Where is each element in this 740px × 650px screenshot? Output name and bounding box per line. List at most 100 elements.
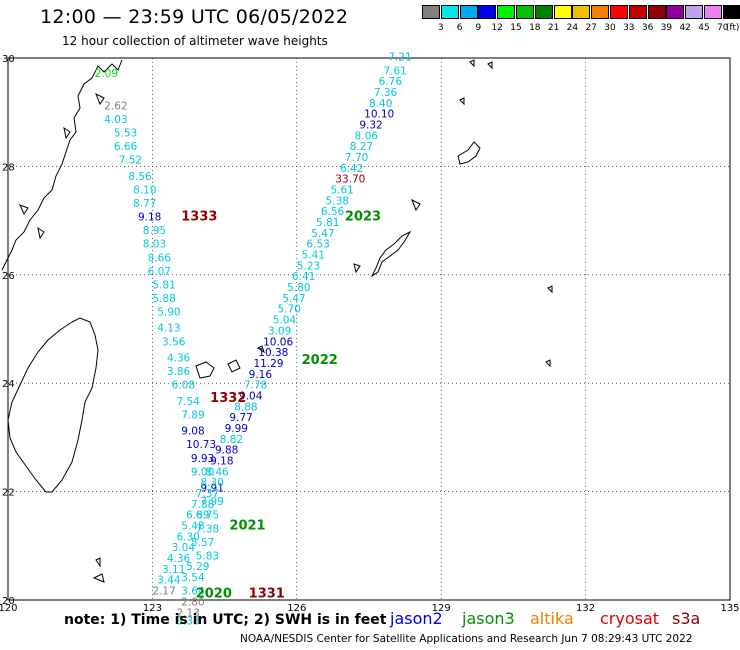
map-border — [7, 57, 731, 601]
legend-swatch — [666, 5, 685, 19]
swh-value-jason3: 5.47 — [311, 228, 334, 240]
legend-tick-label: 6 — [456, 23, 463, 33]
legend-tick-label: 9 — [475, 23, 482, 33]
islet-b — [469, 59, 475, 68]
swh-value-jason3: 10.06 — [263, 336, 293, 348]
map-subtitle: 12 hour collection of altimeter wave hei… — [62, 34, 328, 48]
footer-credit: NOAA/NESDIS Center for Satellite Applica… — [240, 633, 693, 645]
legend-swatch — [459, 5, 478, 19]
swh-value-jason3: 7.37 — [196, 488, 219, 500]
swh-value-jason3: 8.82 — [220, 434, 243, 446]
swh-value-s3a: 5.57 — [191, 537, 214, 549]
legend-swatch — [534, 5, 553, 19]
swh-value-jason3: 10.38 — [258, 347, 288, 359]
swh-value-jason3: 33.70 — [335, 174, 365, 186]
legend-swatch — [440, 5, 459, 19]
swh-value-jason3: 5.04 — [273, 315, 297, 327]
legend-tick-label: 36 — [641, 23, 654, 33]
swh-value-jason3: 9.32 — [359, 119, 382, 131]
swh-value-jason3: 9.18 — [210, 456, 233, 468]
swh-value-jason3: 3.04 — [172, 542, 196, 554]
pass-time-label: 1332 — [210, 391, 246, 406]
swh-value-jason3: 5.81 — [316, 217, 339, 229]
swh-value-jason3: 5.80 — [287, 282, 310, 294]
swh-value-s3a: 2.80 — [181, 596, 204, 608]
china-island-4 — [95, 92, 105, 106]
swh-value-jason3: 6.53 — [306, 239, 329, 251]
swh-value-jason3: 11.29 — [253, 358, 283, 370]
swh-value-s3a: 3.64 — [181, 586, 205, 598]
swh-value-jason3: 8.27 — [350, 141, 373, 153]
swh-value-jason3: 8.30 — [201, 477, 224, 489]
swh-value-jason3: 7.36 — [374, 87, 398, 99]
swh-value-s3a: 9.00 — [191, 466, 214, 478]
swh-value-jason3: 7.78 — [244, 380, 267, 392]
swh-value-s3a: 9.18 — [138, 212, 161, 224]
swh-value-s3a: 6.66 — [114, 141, 138, 153]
longitude-tick-label: 120 — [0, 603, 18, 614]
swh-value-jason3: 9.16 — [249, 369, 273, 381]
china-island-2 — [37, 226, 45, 240]
pass-time-label: 2023 — [345, 210, 381, 225]
swh-value-s3a: 7.54 — [176, 396, 200, 408]
longitude-tick-label: 135 — [720, 603, 739, 614]
legend-tick-label: 24 — [566, 23, 579, 33]
swh-value-jason3: 6.76 — [379, 76, 403, 88]
legend-swatch — [610, 5, 628, 19]
legend-swatch — [591, 5, 610, 19]
legend-tick-label: 3 — [437, 23, 444, 33]
legend-swatch — [704, 5, 722, 19]
latitude-tick-label: 30 — [2, 54, 15, 65]
legend-swatch — [572, 5, 591, 19]
swh-value-jason3: 9.77 — [229, 412, 252, 424]
swh-value-s3a: 8.77 — [133, 198, 156, 210]
swh-value-s3a: 5.29 — [186, 561, 209, 573]
swh-value-s3a: 6.75 — [196, 510, 219, 522]
coastlines — [1, 59, 553, 583]
legend-swatch — [685, 5, 704, 19]
swh-value-s3a: 4.03 — [104, 114, 127, 126]
okinawa-coastline — [370, 230, 412, 278]
swh-value-jason3: 6.30 — [176, 531, 199, 543]
tanegashima — [457, 141, 481, 165]
latitude-tick-label: 20 — [2, 596, 15, 607]
pass-time-label: 1331 — [249, 586, 285, 601]
legend-tick-label: 27 — [585, 23, 597, 33]
longitude-tick-label: 123 — [143, 603, 162, 614]
map-frame — [7, 57, 731, 601]
swh-value-s3a: 7.38 — [196, 523, 219, 535]
china-island-3 — [63, 126, 71, 140]
swh-value-s3a: 8.56 — [128, 171, 152, 183]
swh-value-s3a: 9.93 — [191, 453, 214, 465]
china-island-1 — [19, 204, 29, 216]
islet-a — [257, 345, 265, 354]
legend-tick-label: 18 — [529, 23, 541, 33]
islet-g — [547, 285, 553, 294]
swh-value-jason3: 5.47 — [282, 293, 305, 305]
swh-value-s3a: 5.53 — [114, 128, 137, 140]
satellite-legend-jason3: jason3 — [462, 609, 515, 628]
swh-value-jason3: 2.17 — [152, 586, 175, 598]
swh-value-jason3: 9.04 — [239, 390, 263, 402]
footer-note: note: 1) Time is in UTC; 2) SWH is in fe… — [64, 612, 387, 628]
swh-value-jason3: 9.88 — [215, 445, 238, 457]
swh-value-jason3: 3.11 — [162, 564, 185, 576]
swh-value-jason3: 10.10 — [364, 109, 394, 121]
swh-value-s3a: 5.88 — [152, 293, 175, 305]
swh-value-s3a: 2.09 — [95, 68, 118, 80]
taiwan-coastline — [7, 317, 99, 493]
swh-value-jason3: 7.61 — [383, 65, 406, 77]
swh-value-jason3: 9.99 — [225, 423, 248, 435]
legend-tick-label: 39 — [660, 23, 673, 33]
legend-tick-label: 45 — [698, 23, 710, 33]
swh-value-s3a: 5.83 — [196, 550, 219, 562]
swh-value-s3a: 3.33 — [176, 615, 199, 627]
satellite-legend-altika: altika — [530, 609, 574, 628]
legend-tick-label: 21 — [547, 23, 560, 33]
latitude-tick-label: 22 — [2, 488, 15, 499]
swh-value-jason3: 6.42 — [340, 163, 363, 175]
islet-h — [545, 359, 551, 368]
satellite-legend-jason2: jason2 — [390, 609, 443, 628]
swh-value-s3a: 9.08 — [181, 426, 204, 438]
